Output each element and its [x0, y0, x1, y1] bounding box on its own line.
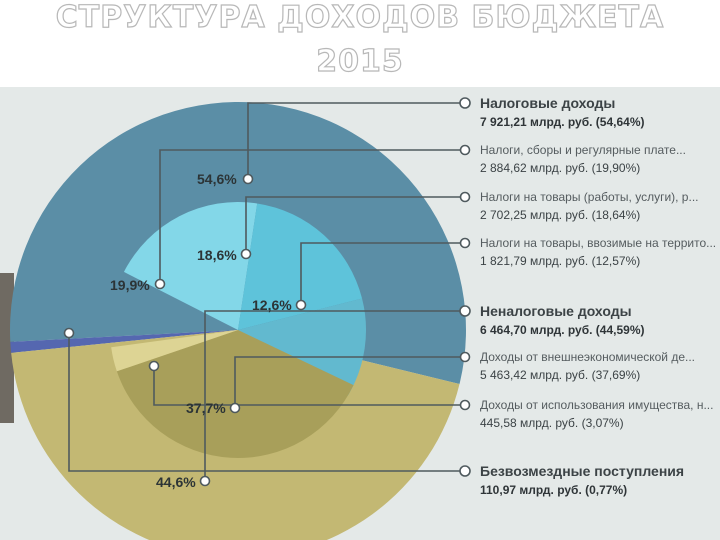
- marker-nontax-2-pie: [148, 360, 160, 372]
- marker-tax-3-pie: [295, 299, 307, 311]
- legend-nontax-label: Неналоговые доходы: [480, 303, 632, 319]
- marker-tax-2-pie: [240, 248, 252, 260]
- marker-nontax-pie: [199, 475, 211, 487]
- slice-property-income[interactable]: [111, 330, 238, 372]
- legend-tax-1-label: Налоги, сборы и регулярные плате...: [480, 143, 686, 157]
- connector-gratis: [68, 333, 462, 472]
- legend-tax-3-label: Налоги на товары, ввозимые на террито...: [480, 236, 717, 250]
- legend-tax-2-label: Налоги на товары (работы, услуги), р...: [480, 190, 699, 204]
- chart-title-line-1: СТРУКТУРА ДОХОДОВ БЮДЖЕТА: [55, 0, 665, 36]
- connector-nontax: [204, 310, 462, 481]
- marker-tax-legend[interactable]: [459, 97, 471, 109]
- marker-tax-pie: [242, 173, 254, 185]
- side-accent-bar: [0, 273, 14, 423]
- legend-nontax-1-value: 5 463,42 млрд. руб. (37,69%): [480, 368, 641, 382]
- marker-tax-1-legend[interactable]: [459, 144, 471, 156]
- marker-tax-2-legend[interactable]: [459, 191, 471, 203]
- connector-tax-2: [245, 196, 462, 254]
- slice-taxes-goods-domestic[interactable]: [238, 203, 363, 330]
- pct-label-tax-1: 19,9%: [110, 277, 150, 293]
- marker-nontax-1-pie: [229, 402, 241, 414]
- legend-tax-label: Налоговые доходы: [480, 95, 616, 111]
- legend-gratis-label: Безвозмездные поступления: [480, 463, 685, 479]
- legend-nontax-value: 6 464,70 млрд. руб. (44,59%): [480, 323, 645, 337]
- legend-tax-1-value: 2 884,62 млрд. руб. (19,90%): [480, 161, 641, 175]
- marker-nontax-legend[interactable]: [459, 305, 471, 317]
- legend-nontax-2-value: 445,58 млрд. руб. (3,07%): [480, 416, 624, 430]
- slice-gratuitous-receipts[interactable]: [10, 330, 239, 353]
- legend-gratis-value: 110,97 млрд. руб. (0,77%): [480, 483, 628, 497]
- pct-label-nontax: 44,6%: [156, 474, 196, 490]
- connector-tax-1: [159, 149, 462, 284]
- connector-nontax-1: [234, 356, 462, 408]
- connector-tax-3: [300, 242, 462, 305]
- chart-title-line-2: 2015: [316, 43, 404, 79]
- legend-nontax-1-label: Доходы от внешнеэкономической де...: [480, 350, 696, 364]
- marker-tax-1-pie: [154, 278, 166, 290]
- marker-tax-3-legend[interactable]: [459, 237, 471, 249]
- pct-label-tax-2: 18,6%: [197, 247, 237, 263]
- legend-tax-2-value: 2 702,25 млрд. руб. (18,64%): [480, 208, 641, 222]
- pct-label-tax-3: 12,6%: [252, 297, 292, 313]
- pct-label-nontax-1: 37,7%: [186, 400, 226, 416]
- connector-tax: [247, 102, 462, 179]
- legend-tax-3-value: 1 821,79 млрд. руб. (12,57%): [480, 254, 641, 268]
- marker-gratis-pie: [63, 327, 75, 339]
- legend-tax-value: 7 921,21 млрд. руб. (54,64%): [480, 115, 645, 129]
- marker-gratis-legend[interactable]: [459, 465, 471, 477]
- marker-nontax-2-legend[interactable]: [459, 399, 471, 411]
- connector-nontax-2: [153, 366, 462, 406]
- marker-nontax-1-legend[interactable]: [459, 351, 471, 363]
- legend-nontax-2-label: Доходы от использования имущества, н...: [480, 398, 714, 412]
- pct-label-tax: 54,6%: [197, 171, 237, 187]
- slice-taxes-goods-imported[interactable]: [238, 298, 367, 396]
- slice-taxes-fees-payments[interactable]: [123, 202, 258, 330]
